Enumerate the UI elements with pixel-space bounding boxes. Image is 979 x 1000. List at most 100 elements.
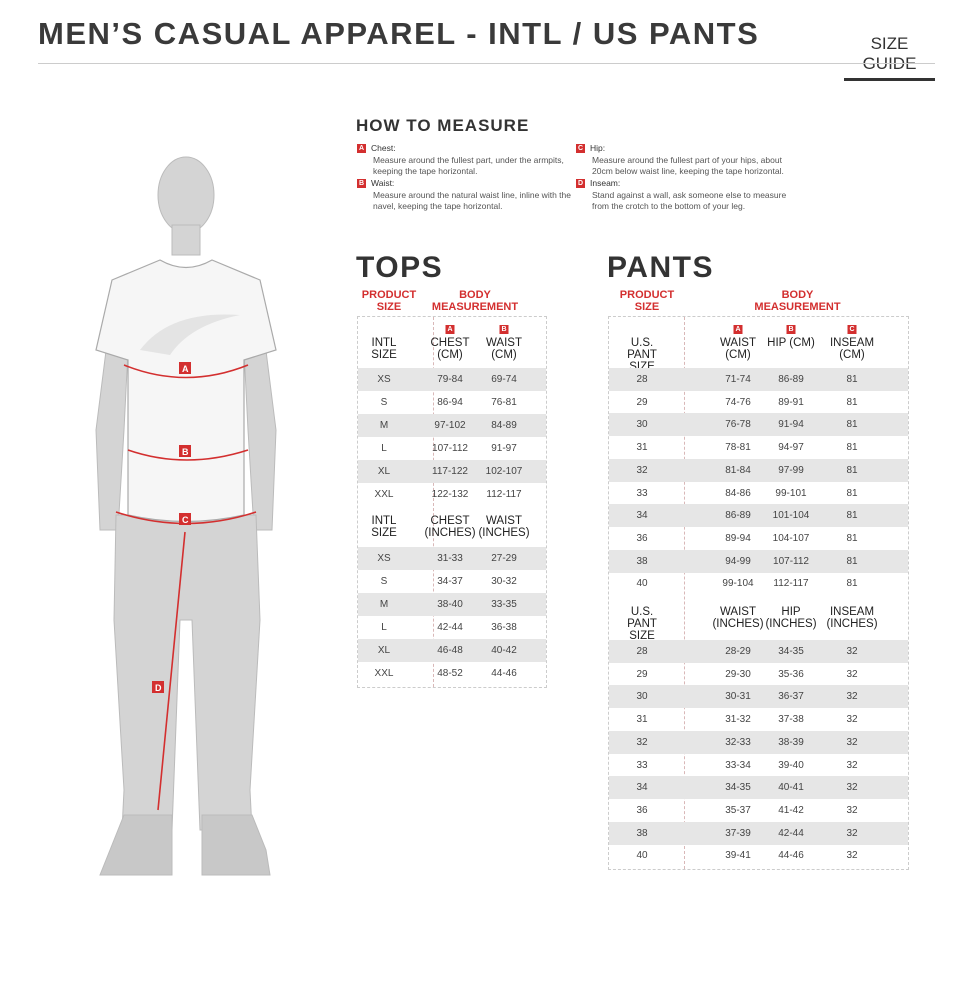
left-arm: [95, 334, 129, 531]
page-title: MEN’S CASUAL APPAREL - INTL / US PANTS: [38, 16, 760, 51]
table-cell: 32: [846, 691, 858, 703]
table-cell: 74-76: [725, 396, 751, 408]
table-cell: 76-78: [725, 419, 751, 431]
table-cell: 30: [636, 691, 648, 703]
table-cell: 78-81: [725, 442, 751, 454]
table-cell: 40-42: [491, 645, 517, 656]
table-cell: 33: [636, 759, 648, 771]
badge-d: D: [576, 179, 585, 188]
table-cell: XS: [377, 553, 391, 564]
table-cell: 32: [846, 759, 858, 771]
measure-letter-badge: A: [733, 325, 743, 334]
table-cell: 40-41: [778, 782, 804, 794]
table-cell: L: [381, 443, 387, 454]
measure-letter-badge: C: [847, 325, 857, 334]
measure-waist: B Waist: Measure around the natural waist …: [357, 178, 571, 211]
marker-b: B: [182, 447, 189, 457]
column-header: INSEAM (CM): [829, 337, 875, 361]
right-shoe: [201, 814, 271, 876]
column-header: WAIST (INCHES): [712, 606, 764, 630]
measure-letter-badge: B: [499, 325, 509, 334]
table-cell: 76-81: [491, 397, 517, 408]
table-cell: 32: [846, 782, 858, 794]
table-cell: 31: [636, 714, 648, 726]
table-cell: 28: [636, 374, 648, 385]
column-divider: [433, 317, 434, 687]
table-cell: 28: [636, 646, 648, 657]
table-cell: 31-33: [437, 553, 463, 564]
table-cell: 32: [846, 827, 858, 839]
table-row: 29 29-30 35-36 32: [609, 663, 908, 686]
table-cell: 84-86: [725, 487, 751, 499]
table-cell: 112-117: [773, 578, 809, 590]
table-row: L 107-112 91-97: [358, 437, 546, 460]
column-header: INTL SIZE: [371, 515, 397, 539]
table-cell: 32: [846, 714, 858, 726]
table-cell: 44-46: [491, 668, 517, 679]
column-header: INTL SIZE: [371, 337, 397, 361]
table-row: L 42-44 36-38: [358, 616, 546, 639]
table-cell: 40: [636, 578, 648, 590]
table-cell: 39-40: [778, 759, 804, 771]
badge-a: A: [357, 144, 366, 153]
table-cell: S: [380, 397, 388, 408]
table-cell: 32: [636, 464, 648, 476]
table-cell: XS: [377, 374, 391, 385]
table-row: 28 71-74 86-89 81: [609, 368, 908, 391]
table-cell: 33-35: [491, 599, 517, 610]
table-cell: 36: [636, 532, 648, 544]
table-row: M 38-40 33-35: [358, 593, 546, 616]
pants-table: U.S. PANT SIZE A WAIST (CM) B HIP (CM) C INSEA…: [608, 316, 909, 870]
table-cell: 86-89: [725, 510, 751, 522]
table-row: XXL 48-52 44-46: [358, 662, 546, 685]
table-row: 40 99-104 112-117 81: [609, 572, 908, 595]
column-header: CHEST (CM): [430, 337, 470, 361]
column-header: HIP (CM): [767, 337, 815, 349]
table-cell: 94-97: [778, 442, 804, 454]
table-cell: 101-104: [772, 510, 810, 522]
table-cell: 42-44: [437, 622, 463, 633]
column-header: WAIST (INCHES): [478, 515, 530, 539]
column-divider: [684, 317, 685, 869]
table-cell: 31: [636, 442, 648, 454]
table-row: 34 34-35 40-41 32: [609, 776, 908, 800]
table-cell: 86-94: [437, 397, 463, 408]
measure-hip: C Hip: Measure around the fullest part of …: [576, 143, 784, 176]
measure-inseam: D Inseam: Stand against a wall, ask someon…: [576, 178, 787, 211]
pants-product-size: PRODUCT SIZE: [619, 289, 675, 313]
table-cell: 30-31: [725, 691, 751, 703]
waist-line: [127, 449, 249, 461]
table-cell: 32-33: [725, 736, 751, 748]
column-header: HIP (INCHES): [765, 606, 817, 630]
table-cell: 86-89: [778, 374, 804, 385]
table-row: 30 76-78 91-94 81: [609, 413, 908, 437]
table-cell: 32: [846, 804, 858, 816]
body-figure: A B C D: [95, 156, 277, 876]
table-row: XS 31-33 27-29: [358, 547, 546, 570]
head: [157, 156, 215, 234]
table-cell: 34-35: [725, 782, 751, 794]
table-cell: 99-104: [722, 578, 754, 590]
shirt-logo: [140, 314, 240, 355]
table-cell: 30-32: [491, 576, 517, 587]
size-guide-tab[interactable]: SIZE GUIDE: [844, 34, 935, 81]
table-cell: 44-46: [778, 850, 804, 862]
table-cell: 42-44: [778, 827, 804, 839]
inseam-line: [157, 531, 186, 811]
table-cell: 81: [846, 532, 858, 544]
pants-title: PANTS: [607, 251, 714, 284]
table-cell: 38-40: [437, 599, 463, 610]
table-cell: 122-132: [431, 489, 469, 500]
table-row: 32 81-84 97-99 81: [609, 458, 908, 482]
table-cell: 38: [636, 827, 648, 839]
table-cell: XXL: [374, 668, 394, 679]
table-cell: 41-42: [778, 804, 804, 816]
table-cell: 29: [636, 396, 648, 408]
table-cell: 35-36: [778, 668, 804, 680]
marker-a: A: [182, 364, 189, 374]
column-header: CHEST (INCHES): [424, 515, 476, 539]
table-row: M 97-102 84-89: [358, 414, 546, 437]
table-cell: 81: [846, 419, 858, 431]
table-cell: 89-94: [725, 532, 751, 544]
table-cell: 107-112: [432, 443, 468, 454]
